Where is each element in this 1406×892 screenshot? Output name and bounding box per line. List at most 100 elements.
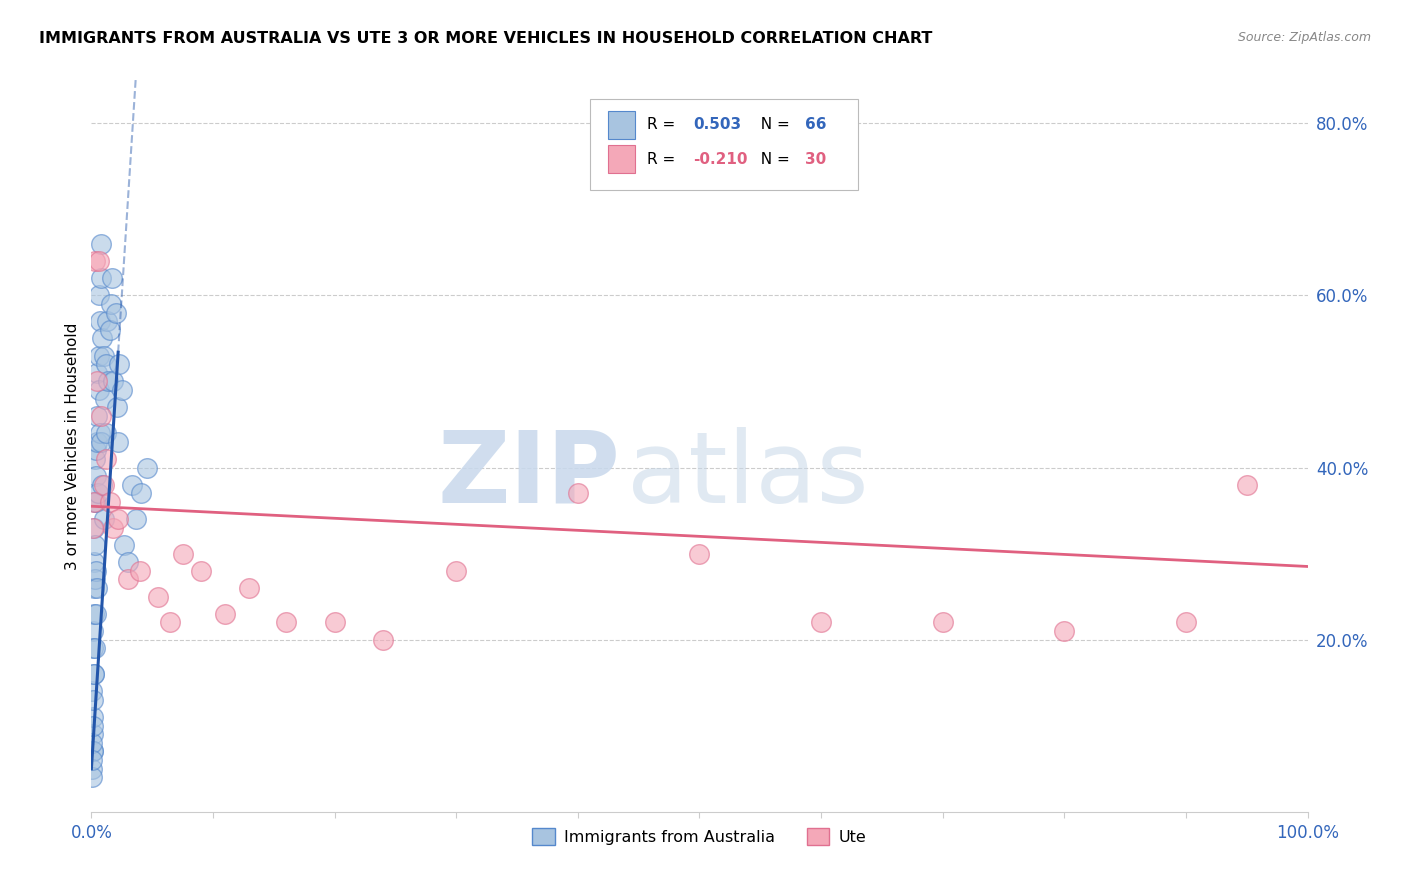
Point [112, 538, 135, 552]
Point [90, 236, 112, 251]
Point [84, 538, 107, 552]
Point [108, 357, 131, 371]
Point [94, 392, 117, 406]
Point [105, 401, 128, 415]
Point [129, 564, 152, 578]
Point [82, 744, 104, 758]
Point [82, 521, 104, 535]
Point [86, 375, 108, 389]
Point [103, 521, 125, 535]
Point [86, 486, 108, 500]
Point [373, 632, 395, 647]
Text: N =: N = [751, 152, 794, 167]
Point [190, 564, 212, 578]
Point [82, 719, 104, 733]
Point [91, 331, 114, 345]
Point [86, 434, 108, 449]
Point [83, 607, 105, 621]
Point [136, 460, 159, 475]
Point [101, 271, 124, 285]
Point [80, 762, 103, 776]
Point [87, 349, 110, 363]
Point [86, 564, 108, 578]
Y-axis label: 3 or more Vehicles in Household: 3 or more Vehicles in Household [65, 322, 80, 570]
Text: ZIP: ZIP [437, 426, 620, 524]
FancyBboxPatch shape [591, 99, 858, 190]
Point [83, 521, 105, 535]
Text: R =: R = [647, 118, 681, 132]
Point [159, 615, 181, 630]
Point [83, 667, 105, 681]
Bar [609, 111, 636, 139]
Point [1053, 624, 1076, 638]
Point [97, 375, 120, 389]
Text: 30: 30 [806, 152, 827, 167]
Legend: Immigrants from Australia, Ute: Immigrants from Australia, Ute [526, 822, 873, 851]
Point [82, 710, 104, 724]
Point [82, 753, 104, 767]
Point [129, 486, 152, 500]
Point [107, 434, 129, 449]
Point [89, 426, 111, 441]
Text: IMMIGRANTS FROM AUSTRALIA VS UTE 3 OR MORE VEHICLES IN HOUSEHOLD CORRELATION CHA: IMMIGRANTS FROM AUSTRALIA VS UTE 3 OR MO… [39, 31, 932, 46]
Point [89, 271, 111, 285]
Point [148, 590, 170, 604]
Point [84, 443, 107, 458]
Point [83, 555, 105, 569]
Point [84, 607, 107, 621]
Point [107, 512, 129, 526]
Point [84, 573, 107, 587]
Point [86, 366, 108, 380]
Point [84, 469, 107, 483]
Point [96, 314, 118, 328]
Point [94, 426, 117, 441]
Point [125, 512, 148, 526]
Point [82, 736, 104, 750]
Point [82, 641, 104, 656]
Point [688, 547, 710, 561]
Point [323, 615, 346, 630]
Point [89, 314, 111, 328]
Bar [609, 145, 636, 173]
Text: atlas: atlas [627, 426, 868, 524]
Point [84, 495, 107, 509]
Point [103, 375, 125, 389]
Point [82, 684, 104, 698]
Point [93, 349, 115, 363]
Point [82, 744, 104, 758]
Point [84, 254, 107, 268]
Point [931, 615, 953, 630]
Point [93, 512, 115, 526]
Text: -0.210: -0.210 [693, 152, 748, 167]
Text: N =: N = [751, 118, 794, 132]
Point [104, 305, 127, 319]
Point [82, 727, 104, 741]
Point [89, 288, 111, 302]
Point [90, 434, 112, 449]
Point [567, 486, 589, 500]
Point [1236, 477, 1258, 491]
Point [274, 615, 297, 630]
Point [94, 451, 117, 466]
Point [90, 409, 112, 423]
Text: R =: R = [647, 152, 681, 167]
Point [117, 555, 139, 569]
Point [84, 641, 107, 656]
Point [444, 564, 467, 578]
Point [82, 693, 104, 707]
Point [98, 323, 121, 337]
Point [84, 495, 107, 509]
Point [87, 254, 110, 268]
Text: 0.503: 0.503 [693, 118, 741, 132]
Point [117, 573, 139, 587]
Text: 66: 66 [806, 118, 827, 132]
Point [214, 607, 236, 621]
Point [100, 297, 122, 311]
Point [91, 477, 114, 491]
Point [83, 667, 105, 681]
Point [93, 477, 115, 491]
Point [87, 383, 110, 397]
Point [83, 495, 105, 509]
Point [94, 357, 117, 371]
Point [238, 581, 260, 595]
